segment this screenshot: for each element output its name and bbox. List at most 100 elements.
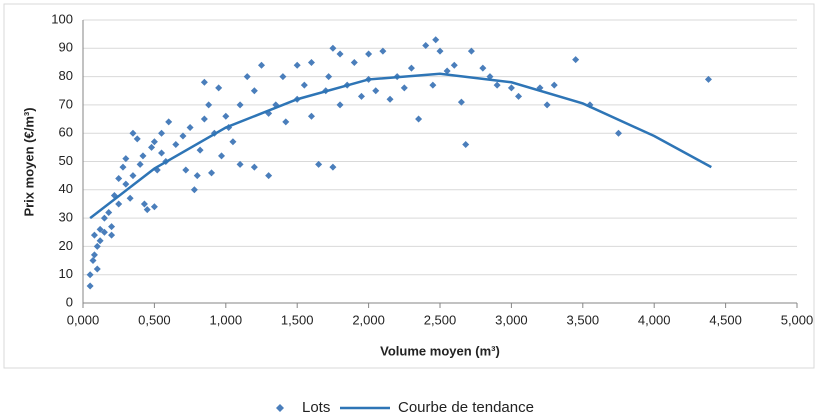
point [215,84,223,92]
y-tick-label: 100 [51,11,73,26]
legend-marker [276,404,284,412]
point [229,138,237,146]
point [250,163,258,171]
point [158,129,166,137]
point [190,186,198,194]
point [429,81,437,89]
point [136,160,144,168]
point [200,115,208,123]
point [265,172,273,180]
point [139,152,147,160]
point [386,95,394,103]
y-tick-label: 80 [59,68,73,83]
point [357,92,365,100]
point [279,73,287,81]
point [236,160,244,168]
x-tick-label: 0,500 [138,312,171,327]
point [122,180,130,188]
point [432,36,440,44]
point [115,200,123,208]
point [129,129,137,137]
point [543,101,551,109]
point [479,64,487,72]
y-tick-label: 10 [59,266,73,281]
point [372,87,380,95]
point [704,75,712,83]
point [457,98,465,106]
point [108,231,116,239]
legend-text: Courbe de tendance [398,399,534,416]
point [493,81,501,89]
y-tick-label: 50 [59,153,73,168]
point [86,271,94,279]
point [443,67,451,75]
point [300,81,308,89]
point [415,115,423,123]
chart-border [3,3,815,369]
point [329,44,337,52]
y-axis-title: Prix moyen (€/m³) [21,107,36,216]
x-tick-label: 0,000 [67,312,100,327]
point [200,78,208,86]
point [572,56,580,64]
point [100,228,108,236]
x-tick-label: 1,500 [281,312,314,327]
point [140,200,148,208]
point [467,47,475,55]
point [133,135,141,143]
point [400,84,408,92]
y-tick-label: 60 [59,125,73,140]
point [222,112,230,120]
y-tick-label: 20 [59,238,73,253]
point [325,73,333,81]
point [282,118,290,126]
point [350,58,358,66]
point [150,203,158,211]
point [179,132,187,140]
x-tick-label: 5,000 [781,312,814,327]
point [307,58,315,66]
point [89,257,97,265]
point [100,214,108,222]
x-tick-label: 3,000 [495,312,528,327]
point [115,174,123,182]
point [258,61,265,69]
point [236,101,244,109]
point [293,61,301,69]
point [515,92,523,100]
point [422,41,430,49]
point [93,265,101,273]
point [218,152,226,160]
point [550,81,558,89]
point [243,73,251,81]
legend-text: Lots [302,399,330,416]
point [436,47,444,55]
point [86,282,94,290]
point [108,223,116,231]
point [329,163,337,171]
point [172,141,180,149]
point [182,166,190,174]
point [143,206,151,214]
point [208,169,216,177]
point [507,84,515,92]
point [186,124,194,132]
point [150,138,158,146]
point [462,141,470,149]
point [250,87,258,95]
y-tick-label: 30 [59,210,73,225]
x-tick-label: 2,500 [424,312,457,327]
x-tick-label: 4,000 [638,312,671,327]
x-axis-title: Volume moyen (m³) [380,343,500,358]
point [158,149,166,157]
x-tick-label: 4,500 [709,312,742,327]
point [93,242,101,250]
point [450,61,458,69]
point [336,50,344,58]
point [379,47,387,55]
point [105,208,113,216]
point [90,251,98,259]
x-tick-label: 1,000 [210,312,243,327]
point [129,172,137,180]
point [122,155,130,163]
